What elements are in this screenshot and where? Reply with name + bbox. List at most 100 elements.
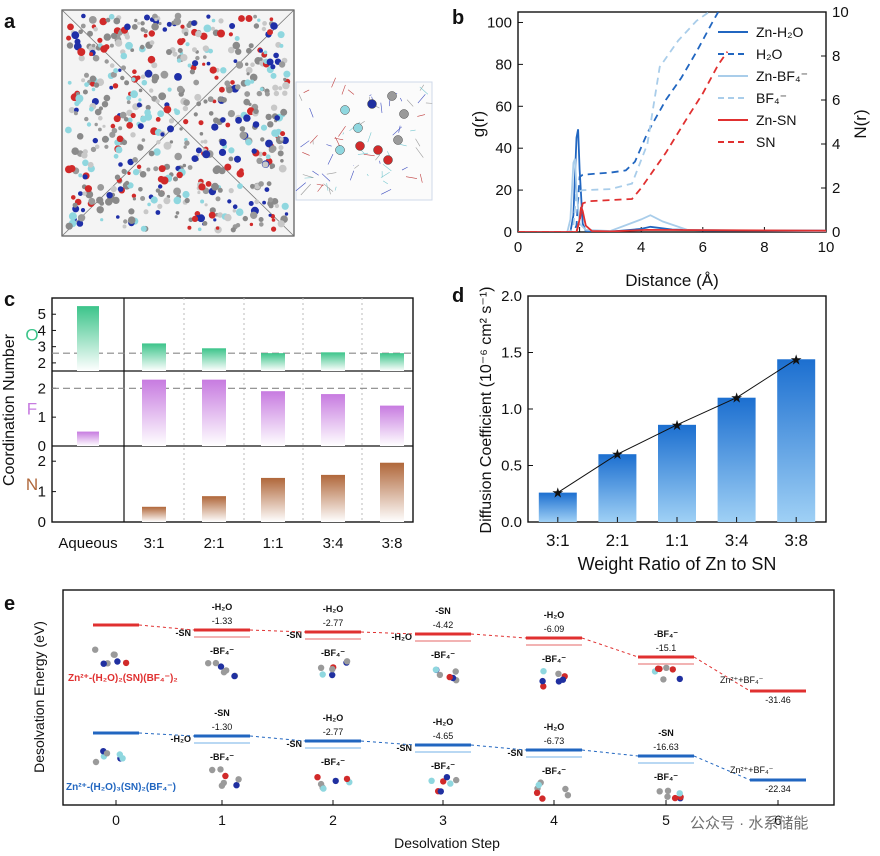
x-tick-label: 6 bbox=[774, 812, 782, 828]
bond bbox=[380, 102, 383, 113]
atom bbox=[124, 80, 130, 86]
atom bbox=[145, 104, 151, 111]
atom bbox=[195, 55, 200, 61]
connector bbox=[693, 656, 751, 692]
atom bbox=[65, 126, 72, 134]
atom bbox=[284, 212, 289, 216]
atom bbox=[186, 22, 192, 28]
bond bbox=[300, 183, 311, 196]
atom bbox=[230, 227, 236, 233]
step-label-left: -H₂O bbox=[392, 632, 413, 642]
y-tick-label: 1.0 bbox=[501, 401, 522, 418]
atom bbox=[235, 208, 244, 216]
end-label: Zn²⁺+BF₄⁻ bbox=[730, 765, 774, 775]
atom bbox=[84, 185, 92, 193]
atom bbox=[101, 101, 109, 108]
atom bbox=[399, 109, 409, 119]
atom bbox=[153, 166, 159, 172]
atom bbox=[122, 224, 127, 229]
atom bbox=[227, 199, 232, 204]
y-tick-label: 80 bbox=[495, 56, 512, 73]
atom bbox=[65, 222, 73, 230]
bond bbox=[363, 154, 375, 157]
atom bbox=[535, 781, 542, 789]
bond bbox=[302, 152, 310, 156]
bond bbox=[354, 164, 360, 169]
bond bbox=[326, 172, 337, 175]
atom bbox=[166, 21, 172, 27]
atom bbox=[140, 74, 146, 79]
atom bbox=[213, 117, 219, 124]
atom bbox=[103, 94, 111, 102]
atom bbox=[209, 207, 216, 214]
atom bbox=[175, 211, 180, 215]
molecule-sketch bbox=[656, 787, 684, 802]
atom bbox=[148, 30, 155, 37]
atom bbox=[108, 13, 115, 20]
x-tick-label: 0 bbox=[514, 239, 522, 256]
atom bbox=[262, 21, 267, 26]
atom bbox=[103, 33, 112, 41]
atom bbox=[452, 668, 459, 675]
atom bbox=[228, 156, 234, 162]
atom bbox=[113, 115, 121, 123]
bond bbox=[298, 94, 303, 101]
bond bbox=[405, 176, 418, 179]
atom bbox=[232, 209, 237, 213]
atom bbox=[215, 196, 221, 202]
y-tick-label: 2 bbox=[38, 380, 46, 397]
atom bbox=[219, 138, 227, 147]
y-tick-label: 0 bbox=[38, 438, 46, 455]
atom bbox=[173, 176, 178, 182]
step-label-bottom: -BF₄⁻ bbox=[654, 772, 678, 782]
bar bbox=[202, 496, 226, 522]
atom bbox=[261, 26, 267, 32]
atom bbox=[130, 90, 139, 99]
atom bbox=[78, 173, 83, 178]
atom bbox=[155, 99, 160, 104]
atom bbox=[110, 32, 118, 40]
atom bbox=[182, 190, 190, 199]
atom bbox=[89, 52, 94, 57]
atom bbox=[278, 86, 283, 91]
x-tick-label: 3:1 bbox=[144, 535, 165, 552]
series-red: -H₂O -1.33 -SN -BF₄⁻ -H₂O -2.77 -SN -BF₄⁻ -SN -4.… bbox=[93, 602, 806, 705]
atom bbox=[111, 651, 118, 658]
atom bbox=[98, 115, 103, 121]
atom bbox=[187, 63, 192, 68]
bar bbox=[261, 353, 285, 371]
bar bbox=[261, 477, 285, 522]
bond bbox=[419, 86, 429, 95]
legend-entry: Zn-BF₄⁻ bbox=[756, 68, 808, 84]
atom bbox=[82, 159, 89, 167]
series-line bbox=[518, 51, 729, 232]
bar bbox=[321, 394, 345, 446]
atom bbox=[656, 665, 663, 673]
y-tick-label: 3 bbox=[38, 339, 46, 356]
atom bbox=[182, 163, 187, 168]
atom bbox=[222, 772, 229, 780]
y-axis-label: Desolvation Energy (eV) bbox=[31, 621, 47, 773]
atom bbox=[148, 150, 155, 157]
atom bbox=[258, 217, 264, 222]
atom bbox=[211, 26, 215, 31]
atom bbox=[71, 195, 76, 200]
atom bbox=[221, 97, 227, 103]
y-right-tick-label: 8 bbox=[832, 48, 840, 65]
x-tick-label: 1 bbox=[218, 812, 226, 828]
atom bbox=[183, 145, 187, 149]
atom bbox=[150, 196, 158, 204]
atom bbox=[208, 48, 214, 54]
atom bbox=[144, 14, 150, 21]
molecule-sketch bbox=[205, 659, 239, 680]
atom bbox=[160, 132, 165, 137]
atom bbox=[126, 122, 134, 129]
bond bbox=[334, 137, 344, 141]
atom bbox=[245, 15, 253, 22]
bond bbox=[323, 183, 334, 192]
atom bbox=[136, 75, 141, 80]
atom bbox=[259, 87, 264, 91]
atom bbox=[271, 226, 277, 232]
atom bbox=[676, 790, 683, 797]
